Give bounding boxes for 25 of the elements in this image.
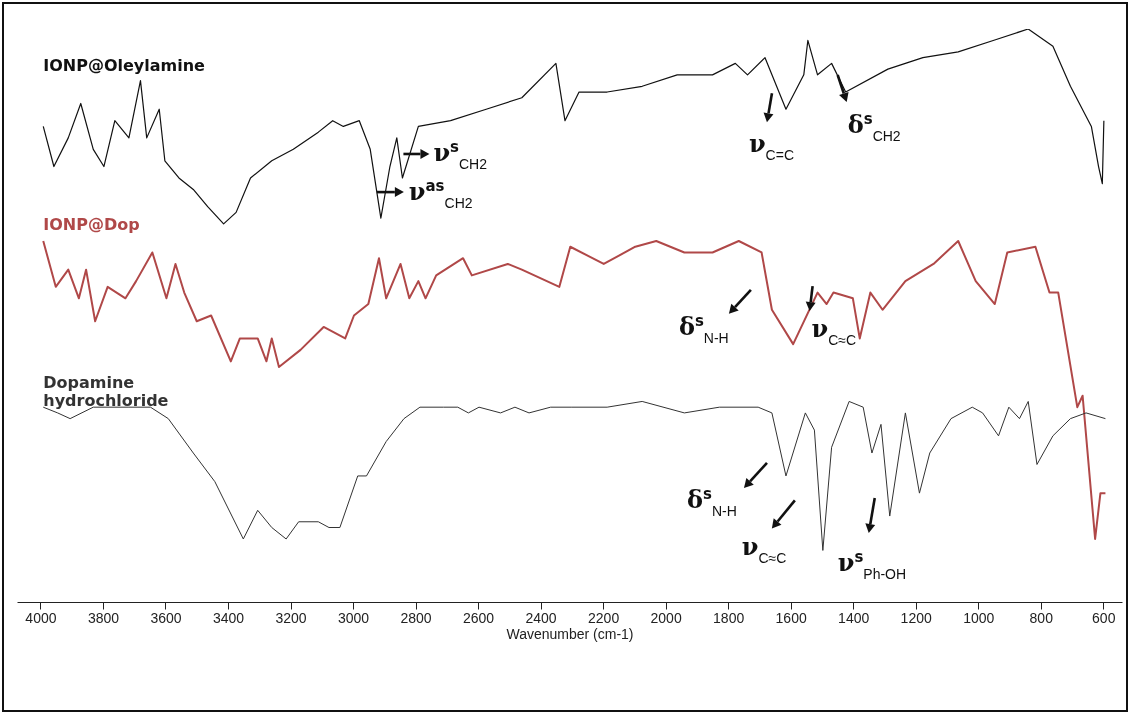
x-tick-label: 1400 <box>838 609 870 626</box>
x-tick-label: 1800 <box>713 609 745 626</box>
x-tick-label: 3200 <box>275 609 307 626</box>
x-axis-title: Wavenumber (cm-1) <box>506 625 634 642</box>
x-tick-label: 2200 <box>588 609 620 626</box>
x-tick-label: 3400 <box>212 609 245 626</box>
x-tick-label: 2800 <box>400 609 432 626</box>
x-tick-label: 3000 <box>337 609 370 626</box>
series-label: Dopamine hydrochloride <box>43 373 169 411</box>
x-tick-label: 2000 <box>650 609 682 626</box>
annotation: ν$_{C=C}$ <box>748 129 795 164</box>
series-label: IONP@Dop <box>43 215 140 235</box>
x-tick-label: 4000 <box>25 609 57 626</box>
annotation: ν$_{C≈C}$ <box>811 314 857 349</box>
x-tick-label: 1200 <box>900 609 932 626</box>
series-label: IONP@Oleylamine <box>43 56 206 76</box>
x-tick-label: 2600 <box>462 609 495 626</box>
x-tick-label: 1600 <box>775 609 807 626</box>
x-tick-label: 3800 <box>87 609 120 626</box>
annotation: ν$_{C≈C}$ <box>741 532 787 567</box>
x-tick-label: 800 <box>1029 609 1054 626</box>
x-tick-label: 1000 <box>963 609 995 626</box>
x-tick-label: 3600 <box>150 609 182 626</box>
x-tick-label: 2400 <box>525 609 557 626</box>
x-tick-label: 600 <box>1092 609 1116 626</box>
